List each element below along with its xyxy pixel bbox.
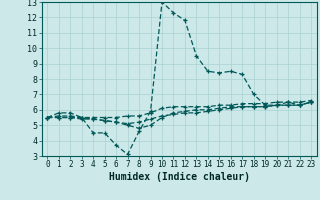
X-axis label: Humidex (Indice chaleur): Humidex (Indice chaleur) xyxy=(109,172,250,182)
